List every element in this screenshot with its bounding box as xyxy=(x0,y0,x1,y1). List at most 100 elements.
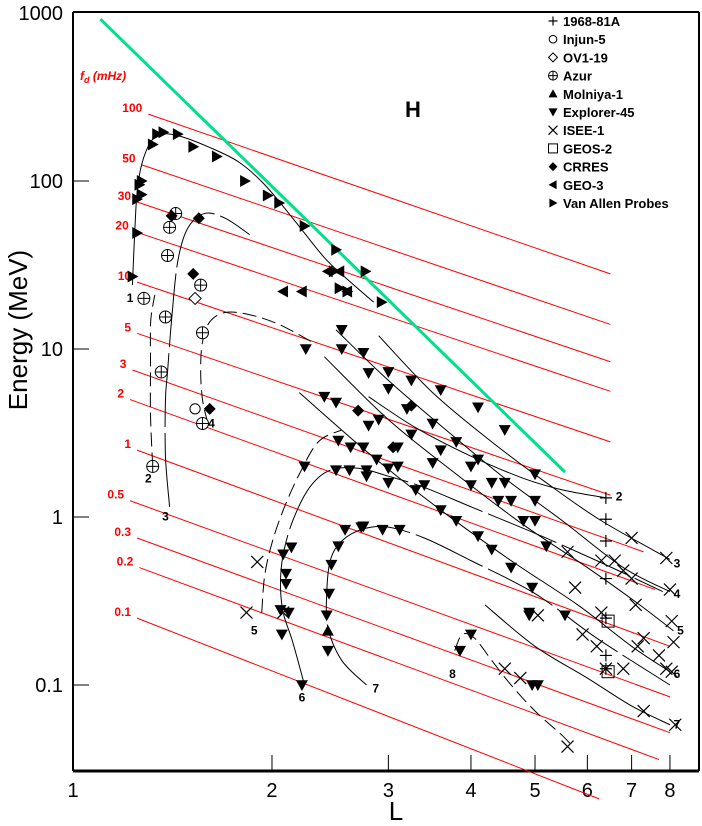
legend-label: Van Allen Probes xyxy=(563,196,669,211)
legend-label: ISEE-1 xyxy=(563,123,604,138)
data-point xyxy=(418,480,431,492)
data-point xyxy=(665,614,679,628)
data-point xyxy=(498,425,511,436)
fd-title-sub: d xyxy=(84,75,90,85)
cross-mark xyxy=(568,581,582,595)
curve-label: 2 xyxy=(616,490,623,504)
fd-line-1 xyxy=(136,449,671,647)
fd-line-5 xyxy=(136,332,611,496)
data-point xyxy=(331,243,343,256)
data-point xyxy=(189,403,201,415)
diamond-mark xyxy=(187,267,200,280)
data-point xyxy=(330,465,343,477)
triangle-down-mark xyxy=(318,391,331,403)
circle-plus-cross xyxy=(196,326,209,339)
cross-mark xyxy=(665,614,679,628)
triangle-down-mark xyxy=(526,582,539,594)
data-point xyxy=(132,227,144,240)
legend-marker-triangle-left xyxy=(548,180,557,190)
data-point xyxy=(594,554,608,568)
legend-label: Injun-5 xyxy=(563,32,606,47)
triangle-down-mark xyxy=(382,463,395,475)
data-point xyxy=(599,572,612,585)
data-point xyxy=(320,610,333,622)
triangle-down-mark xyxy=(453,645,466,657)
diamond-mark xyxy=(192,212,205,225)
triangle-down-mark xyxy=(285,542,298,554)
triangle-down-mark xyxy=(277,549,290,561)
triangle-down-mark xyxy=(450,437,463,448)
data-point xyxy=(161,249,175,263)
data-point xyxy=(382,463,395,475)
triangle-right-mark xyxy=(132,227,144,240)
data-point xyxy=(360,465,373,477)
x-axis-title: L xyxy=(389,796,403,826)
data-point xyxy=(335,344,348,355)
data-point xyxy=(295,680,308,691)
data-point xyxy=(558,610,571,622)
circle-plus-cross xyxy=(196,417,209,430)
data-point xyxy=(540,541,553,553)
data-point xyxy=(192,212,205,225)
curve-7-13 xyxy=(484,604,671,726)
fd-line-0.3 xyxy=(136,537,671,734)
data-point xyxy=(426,458,439,469)
data-point xyxy=(450,515,463,527)
square-open-mark xyxy=(601,614,615,628)
cross-mark xyxy=(652,648,666,662)
triangle-left-mark xyxy=(548,180,557,190)
triangle-down-mark xyxy=(332,435,345,447)
triangle-down-mark xyxy=(517,515,530,527)
triangle-right-mark xyxy=(334,282,346,295)
triangle-down-mark xyxy=(548,108,558,117)
legend-item: OV1-19 xyxy=(547,50,608,65)
data-point xyxy=(158,126,170,139)
triangle-down-mark xyxy=(450,515,463,527)
data-point xyxy=(137,291,151,305)
data-point xyxy=(659,551,673,565)
plot-frame xyxy=(72,11,700,773)
triangle-down-mark xyxy=(492,495,505,507)
data-point xyxy=(576,628,589,641)
triangle-right-mark xyxy=(274,196,286,209)
data-point xyxy=(434,385,447,397)
triangle-right-mark xyxy=(211,150,223,163)
data-point xyxy=(277,285,289,298)
triangle-down-mark xyxy=(339,524,352,536)
data-point xyxy=(279,579,292,590)
series-ov1-19 xyxy=(188,291,202,306)
data-point xyxy=(132,193,144,206)
curve-3-9 xyxy=(378,335,671,560)
triangle-down-mark xyxy=(382,383,395,395)
legend-item: Azur xyxy=(548,69,592,84)
triangle-down-mark xyxy=(498,425,511,436)
triangle-down-mark xyxy=(526,680,539,691)
triangle-down-mark xyxy=(357,442,370,454)
cross-mark xyxy=(561,545,574,559)
data-point xyxy=(472,454,485,466)
data-point xyxy=(405,429,418,441)
curve-label: 8 xyxy=(449,667,456,681)
cross-mark xyxy=(276,606,290,619)
cross-mark xyxy=(665,665,679,679)
data-point xyxy=(295,285,307,298)
fd-title-main: f xyxy=(80,69,85,83)
cross-mark xyxy=(561,740,574,754)
data-point xyxy=(352,404,365,417)
y-tick-label: 100 xyxy=(30,171,63,193)
data-point xyxy=(529,515,542,527)
triangle-right-mark xyxy=(132,193,144,206)
data-point xyxy=(357,442,370,454)
legend-item: Explorer-45 xyxy=(548,105,635,120)
data-point xyxy=(387,441,400,454)
x-tick-label: 3 xyxy=(383,780,394,802)
legend-marker-triangle-right xyxy=(549,198,558,208)
curve-4-3 xyxy=(200,311,313,424)
legend-marker-diamond xyxy=(548,162,558,172)
triangle-down-mark xyxy=(330,397,343,409)
data-point xyxy=(505,562,518,574)
fd-line-label: 2 xyxy=(117,387,124,401)
legend-item: Molniya-1 xyxy=(548,87,623,102)
fd-line-50 xyxy=(141,164,611,325)
data-point xyxy=(625,531,639,545)
